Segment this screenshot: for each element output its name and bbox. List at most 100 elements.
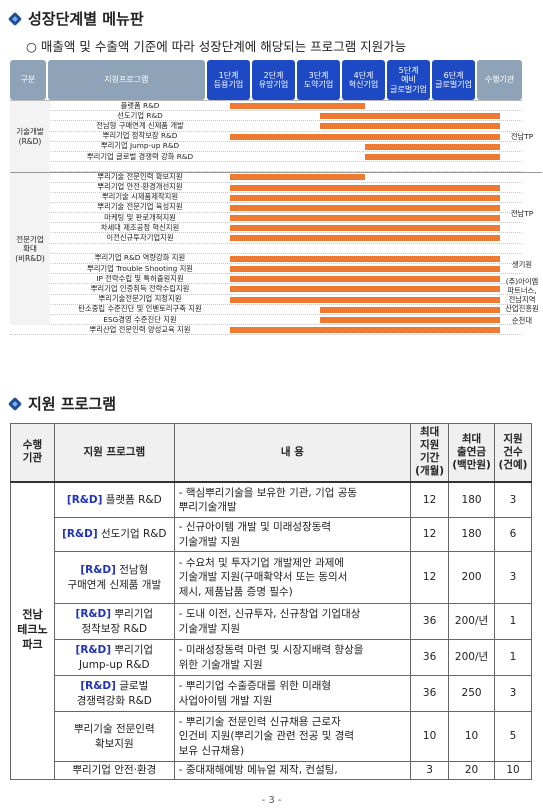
stage-org-label: 전남TP: [510, 132, 534, 142]
stage-row: 뿌리기업 R&D 역량강화 지원: [10, 253, 522, 264]
stage-row-program: 뿌리기술 전문인력 확보지원: [97, 171, 183, 181]
program-name-cell: [R&D] 글로벌 경쟁력강화 R&D: [53, 675, 175, 712]
stage-group-label: 전문기업 확대 (비R&D): [10, 172, 50, 326]
program-period-cell: 12: [410, 517, 450, 552]
program-name: 선도기업 R&D: [97, 528, 167, 541]
program-content-cell: - 핵심뿌리기술을 보유한 기관, 기업 공동 뿌리기술개발: [173, 481, 412, 518]
stage-coverage-bar: [230, 276, 500, 283]
stage-row: 차세대 제조공정 혁신지원: [10, 222, 522, 234]
stage-table-header: 구분 지원프로그램 1단계 등용기업 2단계 유망기업 3단계 도약기업 4단계 혁신기업 5단…: [10, 60, 522, 100]
section2-heading: 지원 프로그램: [7, 393, 117, 414]
program-fund-cell: 10: [448, 711, 496, 762]
header-org: 수행기관: [477, 60, 522, 100]
stage-coverage-bar: [320, 123, 500, 130]
stage-row: 뿌리기술 전문기업 육성지원: [10, 202, 522, 214]
diamond-bullet-icon: [7, 396, 23, 411]
program-fund-cell: 20: [448, 761, 496, 780]
program-count-cell: 3: [494, 481, 532, 518]
program-fund-cell: 250: [448, 675, 496, 712]
program-name: 뿌리기술 전문인력 확보지원: [73, 723, 155, 750]
stage-org-label: (주)아이엠 파트너스, 전남지역 산업진흥원: [505, 276, 539, 313]
rnd-tag: [R&D]: [75, 644, 112, 657]
diamond-bullet-icon: [7, 11, 23, 26]
stage-row: 뿌리기업 Trouble Shooting 지원: [10, 264, 522, 275]
stage-header-6: 6단계 글로벌기업: [432, 60, 476, 100]
program-name: 뿌리기업 Jump-up R&D: [78, 644, 154, 671]
program-table-header-3: 최대 지원 기간 (개월): [410, 423, 450, 482]
stage-coverage-bar: [365, 153, 500, 160]
section1-title: 성장단계별 메뉴판: [28, 10, 144, 28]
program-count-cell: 5: [494, 711, 532, 762]
program-period-cell: 36: [410, 603, 450, 640]
stage-row-program: 뿌리기업 글로벌 경쟁력 강화 R&D: [86, 151, 194, 161]
program-name-cell: [R&D] 플랫폼 R&D: [53, 481, 175, 518]
program-count-cell: 3: [494, 551, 532, 604]
stage-row: [10, 162, 522, 173]
rnd-tag: [R&D]: [62, 528, 98, 541]
program-content-cell: - 신규아이템 개발 및 미래성장동력 기술개발 지원: [173, 517, 412, 552]
program-period-cell: 10: [410, 711, 450, 762]
program-fund-cell: 180: [448, 517, 496, 552]
stage-row: 전남형 구매연계 신제품 개발: [10, 120, 522, 132]
stage-row: 이전신규투자기업지원: [10, 233, 522, 244]
stage-org-label: 순천대: [511, 315, 533, 325]
program-count-cell: 10: [494, 761, 532, 780]
program-table-header-5: 지원 건수 (건예): [494, 423, 532, 482]
stage-coverage-bar: [230, 235, 500, 242]
stage-row-program: 뿌리기술전문기업 지정지원: [98, 294, 182, 304]
stage-org-label: 생기원: [511, 259, 533, 269]
stage-header-5: 5단계 예비 글로벌기업: [387, 60, 431, 100]
stage-row: 탄소중립 수준진단 및 인벤토리구축 지원: [10, 304, 522, 315]
stage-coverage-bar: [230, 194, 500, 201]
stage-row-program: 선도기업 R&D: [117, 110, 163, 120]
stage-row: 뿌리기업 Jump-up R&D: [10, 141, 522, 152]
stage-coverage-bar: [230, 266, 500, 272]
program-name: 전남형 구매연계 신제품 개발: [67, 564, 162, 591]
stage-coverage-bar: [365, 143, 500, 150]
program-content-cell: - 미래성장동력 마련 및 시장지배력 향상을 위한 기술개발 지원: [173, 639, 412, 676]
stage-row-program: ESG경영 수준진단 지원: [103, 314, 177, 324]
stage-row-program: 차세대 제조공정 혁신지원: [100, 222, 180, 232]
program-name-cell: [R&D] 뿌리기업 Jump-up R&D: [53, 639, 175, 676]
rnd-tag: [R&D]: [80, 564, 116, 577]
program-name-cell: [R&D] 뿌리기업 정착보장 R&D: [53, 603, 175, 640]
stage-row: 플랫폼 R&D: [10, 100, 522, 112]
stage-coverage-bar: [230, 327, 500, 334]
stage-row-program: 전남형 구매연계 신제품 개발: [96, 120, 184, 130]
stage-org-label: 전남TP: [510, 208, 534, 218]
stage-row: IP 전략수립 및 특허출원지원: [10, 274, 522, 285]
org-cell: 전남 테크노 파크: [10, 481, 55, 780]
program-period-cell: 36: [410, 675, 450, 712]
section2-title: 지원 프로그램: [28, 395, 117, 413]
stage-row: 뿌리기술 전문인력 확보지원: [10, 171, 522, 183]
stage-coverage-bar: [230, 296, 500, 303]
header-group: 구분: [10, 60, 46, 100]
program-table-header-0: 수행 기관: [10, 423, 55, 482]
stage-row: 선도기업 R&D: [10, 110, 522, 122]
table-row: [R&D] 뿌리기업 정착보장 R&D - 도내 이전, 신규투자, 신규창업 기업…: [11, 603, 532, 640]
stage-row-program: 플랫폼 R&D: [120, 100, 160, 110]
program-fund-cell: 180: [448, 481, 496, 518]
program-table-header-4: 최대 출연금 (백만원): [448, 423, 496, 482]
stage-row-program: 뿌리기술 전문기업 육성지원: [97, 202, 183, 212]
program-content-cell: - 도내 이전, 신규투자, 신규창업 기업대상 기술개발 지원: [173, 603, 412, 640]
program-count-cell: 3: [494, 675, 532, 712]
stage-row-program: 뿌리기업 안전·환경개선지원: [97, 182, 183, 192]
page-number: - 3 -: [261, 795, 282, 806]
program-name: 플랫폼 R&D: [102, 493, 162, 506]
program-name-cell: [R&D] 전남형 구매연계 신제품 개발: [53, 551, 175, 604]
program-content-cell: - 뿌리기업 수출증대를 위한 미래형 사업아이템 개발 지원: [173, 675, 412, 712]
program-name: 뿌리기업 정착보장 R&D: [81, 608, 154, 635]
stage-coverage-bar: [320, 113, 500, 120]
stage-row: 뿌리기업 정착보장 R&D: [10, 131, 522, 142]
table-row: 뿌리기업 안전·환경 - 중대재해예방 메뉴얼 제작, 컨설팅, 3 20 10: [11, 761, 532, 780]
program-name-cell: [R&D] 선도기업 R&D: [53, 517, 175, 552]
stage-group-label: 기술개발 (R&D): [10, 101, 50, 173]
stage-row-program: 뿌리기업 R&D 역량강화 지원: [94, 253, 186, 263]
stage-coverage-bar: [320, 306, 500, 313]
stage-coverage-bar: [230, 174, 365, 181]
stage-header-2: 2단계 유망기업: [252, 60, 296, 100]
stage-row: [10, 244, 522, 254]
program-table-header-1: 지원 프로그램: [53, 423, 175, 482]
table-row: 뿌리기술 전문인력 확보지원 - 뿌리기술 전문인력 신규채용 근로자 인건비 지원…: [11, 711, 532, 762]
